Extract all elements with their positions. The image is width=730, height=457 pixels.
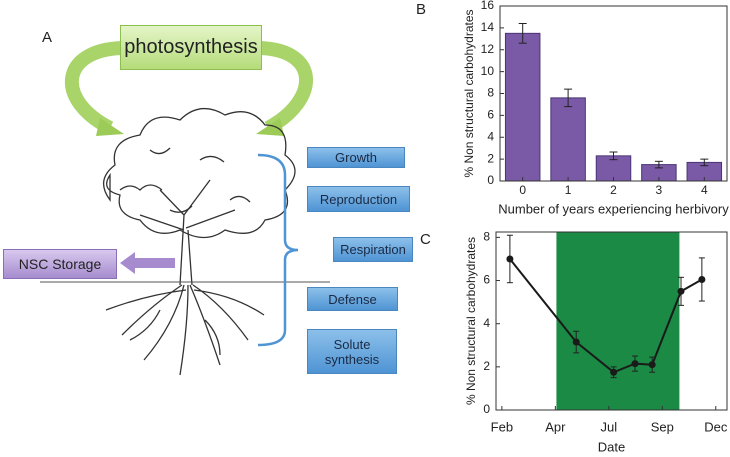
arrow — [120, 252, 175, 274]
x-tick-label: Sep — [651, 419, 674, 434]
data-point — [572, 338, 580, 346]
plot-frame — [499, 5, 728, 182]
use-box: Reproduction — [307, 186, 410, 212]
y-tick-label: 10 — [481, 64, 495, 78]
data-point — [648, 361, 656, 369]
y-tick-label: 6 — [487, 108, 494, 122]
bar — [550, 97, 586, 182]
y-tick-label: 0 — [487, 173, 494, 187]
data-point — [631, 360, 639, 368]
y-tick-label: 14 — [481, 20, 495, 34]
y-tick-label: 16 — [481, 0, 495, 12]
arrow — [65, 41, 123, 135]
bracket — [257, 153, 299, 347]
data-point — [610, 368, 618, 376]
use-box: Respiration — [333, 237, 413, 262]
x-axis-label: Date — [598, 439, 625, 454]
y-tick-label: 6 — [483, 273, 490, 287]
tree — [103, 108, 296, 376]
y-axis-label: % Non structural carbohydrates — [464, 237, 478, 405]
shaded-period — [556, 232, 680, 410]
panel-label: C — [420, 231, 431, 248]
y-tick-label: 4 — [483, 316, 490, 330]
x-tick-label: 4 — [701, 183, 708, 197]
arrowhead — [256, 118, 284, 136]
y-tick-label: 4 — [487, 129, 494, 143]
y-tick-label: 0 — [483, 402, 490, 416]
x-tick-label: Jul — [601, 419, 618, 434]
data-point — [698, 275, 706, 283]
data-point — [506, 255, 514, 263]
y-axis-label: % Non structural carbohydrates — [462, 9, 476, 177]
photosynthesis-box: photosynthesis — [120, 25, 262, 70]
panel-label: A — [42, 29, 52, 46]
y-tick-label: 2 — [487, 151, 494, 165]
y-tick-label: 12 — [481, 42, 495, 56]
y-tick-label: 8 — [487, 86, 494, 100]
data-point — [677, 287, 685, 295]
use-box: Solute synthesis — [307, 329, 397, 374]
arrow — [259, 41, 313, 135]
x-tick-label: Dec — [704, 419, 728, 434]
plot-frame — [495, 231, 728, 411]
storage-box: NSC Storage — [3, 249, 117, 279]
x-axis-label: Number of years experiencing herbivory — [498, 201, 729, 216]
x-tick-label: 1 — [565, 183, 572, 197]
use-box: Defense — [307, 287, 398, 311]
x-tick-label: 0 — [519, 183, 526, 197]
x-tick-label: Apr — [545, 419, 566, 434]
x-tick-label: 3 — [656, 183, 663, 197]
y-tick-label: 2 — [483, 359, 490, 373]
y-tick-label: 8 — [483, 230, 490, 244]
arrowhead — [96, 118, 124, 136]
x-tick-label: Feb — [491, 419, 513, 434]
x-tick-label: 2 — [610, 183, 617, 197]
panel-label: B — [416, 1, 426, 18]
use-box: Growth — [307, 147, 405, 168]
bar — [504, 32, 541, 182]
